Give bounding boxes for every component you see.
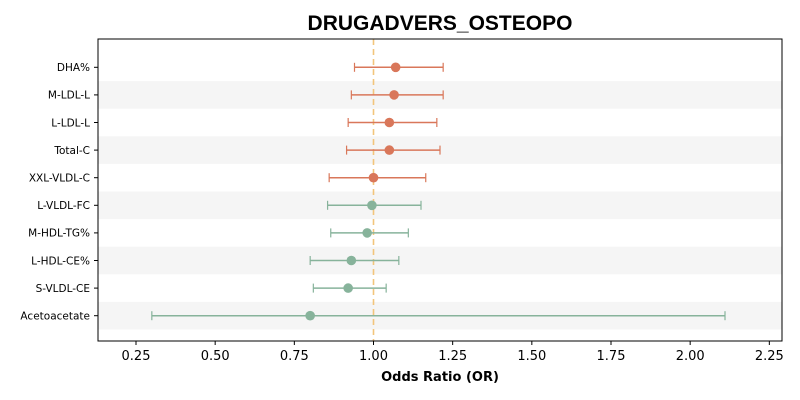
y-tick-label: L-LDL-L (51, 117, 90, 129)
row-bands (98, 81, 782, 330)
or-point (367, 200, 377, 211)
forest-row (151, 310, 726, 321)
forest-row (309, 255, 400, 266)
y-tick-label: Acetoacetate (20, 311, 90, 323)
y-tick-label: M-LDL-L (48, 90, 90, 102)
x-tick-label: 1.00 (359, 349, 388, 364)
y-tick-label: XXL-VLDL-C (29, 173, 90, 185)
row-band (98, 191, 782, 220)
forest-row (350, 90, 444, 100)
or-point (362, 228, 372, 238)
x-tick-label: 2.25 (755, 349, 784, 364)
forest-row (347, 117, 438, 128)
x-axis: 0.25 0.50 0.75 1.00 1.25 1.50 1.75 2.00 2.25 (122, 341, 784, 364)
forest-row (330, 228, 409, 238)
or-point (343, 283, 353, 293)
or-point (305, 310, 315, 321)
forest-row (312, 283, 387, 293)
y-tick-label: S-VLDL-CE (36, 283, 90, 295)
or-point (389, 90, 399, 100)
chart-title: DRUGADVERS_OSTEOPO (308, 12, 573, 35)
data-rows (151, 62, 726, 321)
y-axis-labels: DHA% M-LDL-L L-LDL-L Total-C XXL-VLDL-C L-VLD… (20, 62, 98, 323)
forest-row (353, 62, 444, 73)
y-tick-label: Total-C (53, 145, 90, 157)
x-tick-label: 1.75 (597, 349, 626, 364)
x-tick-label: 0.75 (280, 349, 309, 364)
y-tick-label: L-HDL-CE% (31, 255, 90, 267)
or-point (384, 145, 395, 155)
x-tick-label: 0.50 (201, 349, 230, 364)
y-tick-label: DHA% (57, 62, 90, 74)
row-band (98, 246, 782, 275)
or-point (346, 255, 357, 266)
or-point (390, 62, 401, 73)
x-axis-label: Odds Ratio (OR) (381, 370, 499, 385)
y-tick-label: L-VLDL-FC (37, 200, 90, 212)
plot-frame (97, 38, 783, 342)
x-tick-label: 1.50 (517, 349, 546, 364)
x-tick-label: 0.25 (122, 349, 151, 364)
forest-row (345, 145, 441, 155)
or-point (368, 172, 379, 183)
forest-row (328, 172, 427, 183)
x-tick-label: 2.00 (676, 349, 705, 364)
y-tick-label: M-HDL-TG% (28, 228, 90, 240)
forest-row (326, 200, 422, 211)
x-tick-label: 1.25 (438, 349, 467, 364)
or-point (384, 117, 395, 128)
